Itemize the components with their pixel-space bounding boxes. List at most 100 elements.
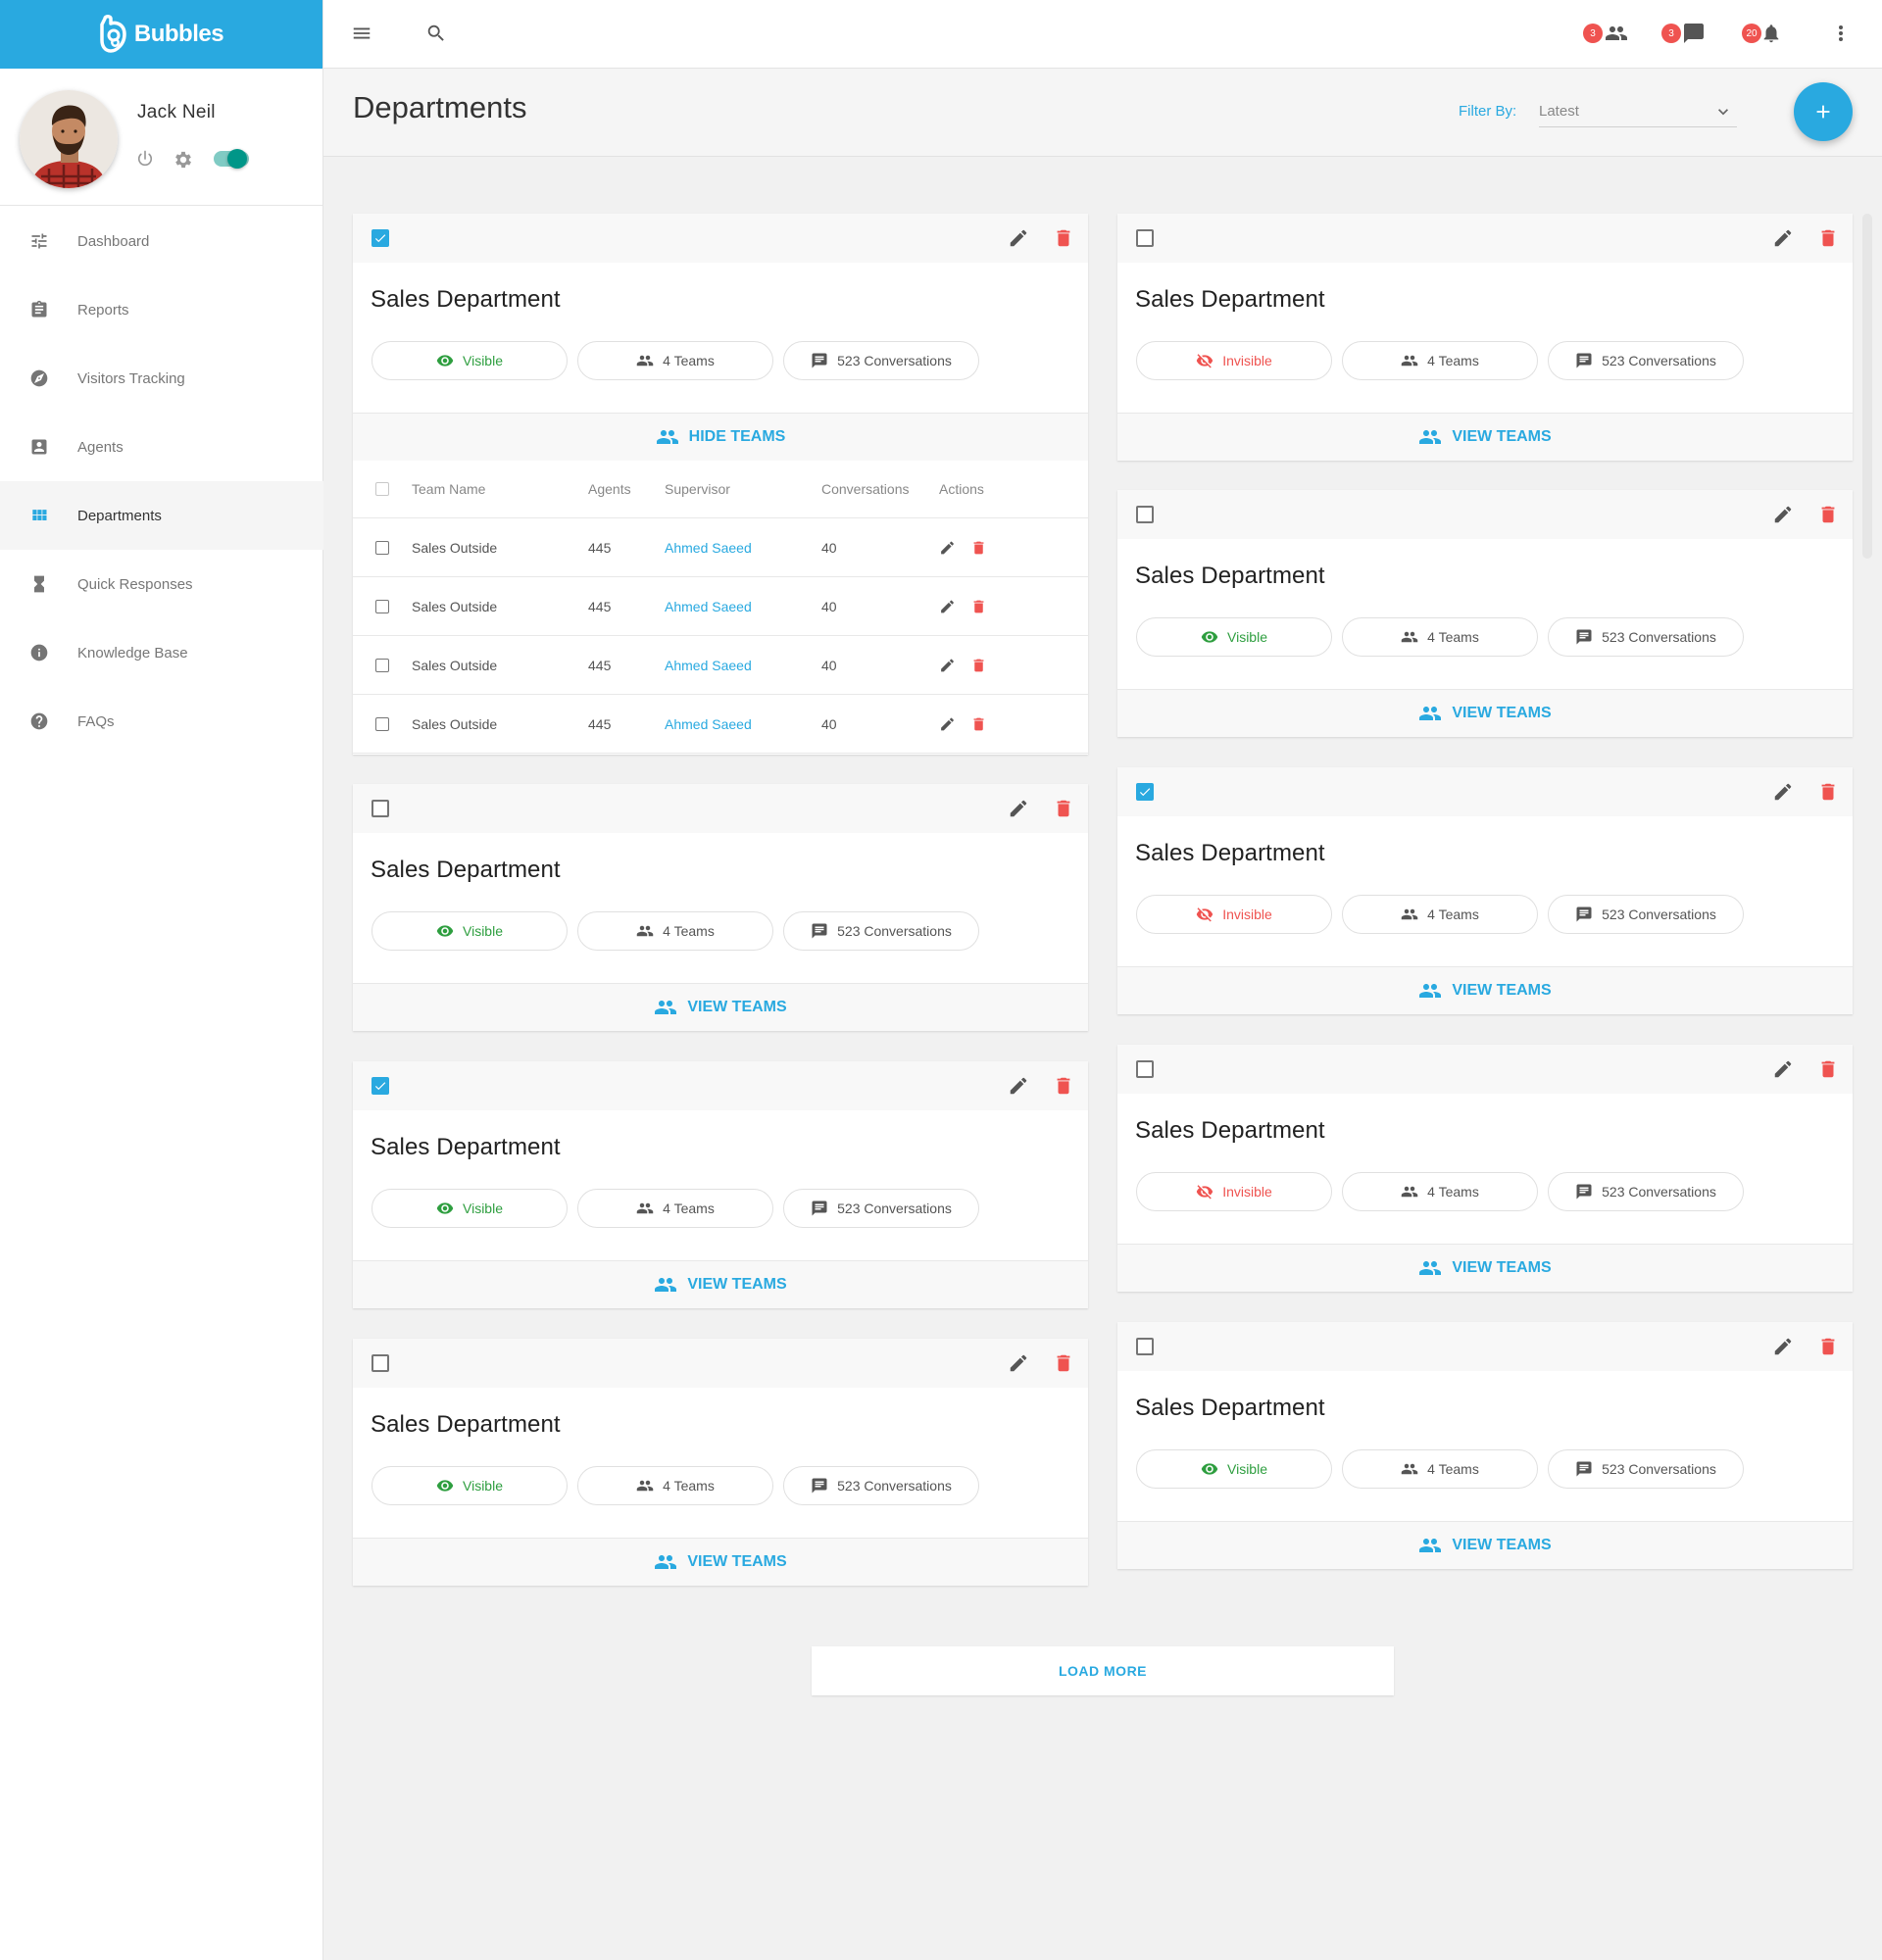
- more-vert-icon[interactable]: [1835, 22, 1847, 45]
- people-icon[interactable]: [1605, 22, 1628, 45]
- delete-icon[interactable]: [970, 657, 987, 673]
- status-toggle-knob[interactable]: [227, 149, 247, 169]
- table-header-cell[interactable]: Conversations: [821, 481, 910, 497]
- eye-icon: [436, 1200, 454, 1217]
- table-header-cell[interactable]: Actions: [939, 481, 984, 497]
- toggle-teams-button[interactable]: VIEW TEAMS: [353, 983, 1088, 1031]
- filter-select[interactable]: [1539, 96, 1737, 127]
- card-checkbox[interactable]: [371, 229, 389, 247]
- chevron-down-icon[interactable]: [1713, 102, 1733, 122]
- delete-icon[interactable]: [970, 539, 987, 556]
- visibility-chip[interactable]: Visible: [371, 341, 568, 380]
- conversations-label: 523 Conversations: [837, 1200, 952, 1216]
- power-icon[interactable]: [135, 149, 155, 169]
- card-checkbox[interactable]: [1136, 1338, 1154, 1355]
- delete-icon[interactable]: [1053, 1075, 1074, 1097]
- team-supervisor-link[interactable]: Ahmed Saeed: [665, 657, 752, 673]
- edit-icon[interactable]: [1772, 1336, 1794, 1357]
- teams-label: 4 Teams: [1427, 629, 1479, 645]
- team-supervisor-link[interactable]: Ahmed Saeed: [665, 598, 752, 614]
- card-stats: Visible 4 Teams 523 Conversations: [371, 1466, 979, 1505]
- scrollbar[interactable]: [1862, 214, 1872, 559]
- search-icon[interactable]: [425, 23, 447, 44]
- row-checkbox[interactable]: [375, 599, 389, 613]
- bell-icon[interactable]: [1760, 22, 1782, 45]
- delete-icon[interactable]: [970, 715, 987, 732]
- visibility-chip[interactable]: Visible: [1136, 1449, 1332, 1489]
- toggle-teams-button[interactable]: VIEW TEAMS: [1117, 689, 1853, 737]
- card-checkbox[interactable]: [371, 1077, 389, 1095]
- gear-icon[interactable]: [173, 149, 194, 171]
- add-department-button[interactable]: [1794, 82, 1853, 141]
- toggle-teams-button[interactable]: VIEW TEAMS: [353, 1260, 1088, 1308]
- menu-icon[interactable]: [351, 23, 372, 44]
- table-header-cell[interactable]: Agents: [588, 481, 631, 497]
- edit-icon[interactable]: [1008, 1075, 1029, 1097]
- conversations-chip: 523 Conversations: [783, 1189, 979, 1228]
- card-checkbox[interactable]: [1136, 1060, 1154, 1078]
- delete-icon[interactable]: [1817, 227, 1839, 249]
- delete-icon[interactable]: [1817, 1058, 1839, 1080]
- visibility-chip[interactable]: Invisible: [1136, 895, 1332, 934]
- row-checkbox[interactable]: [375, 716, 389, 731]
- visibility-chip[interactable]: Visible: [371, 911, 568, 951]
- edit-icon[interactable]: [939, 539, 956, 556]
- edit-icon[interactable]: [1008, 227, 1029, 249]
- row-checkbox[interactable]: [375, 658, 389, 672]
- visibility-chip[interactable]: Visible: [371, 1466, 568, 1505]
- delete-icon[interactable]: [1053, 227, 1074, 249]
- card-checkbox[interactable]: [1136, 506, 1154, 523]
- delete-icon[interactable]: [970, 598, 987, 614]
- edit-icon[interactable]: [1008, 1352, 1029, 1374]
- sidebar-item-departments[interactable]: Departments: [0, 481, 323, 550]
- toggle-teams-button[interactable]: VIEW TEAMS: [1117, 1521, 1853, 1569]
- edit-icon[interactable]: [1772, 781, 1794, 803]
- chat-icon[interactable]: [1682, 22, 1706, 45]
- card-checkbox[interactable]: [371, 1354, 389, 1372]
- teams-chip: 4 Teams: [1342, 1172, 1538, 1211]
- toggle-teams-button[interactable]: VIEW TEAMS: [1117, 1244, 1853, 1292]
- edit-icon[interactable]: [1772, 1058, 1794, 1080]
- sidebar-item-faqs[interactable]: FAQs: [0, 687, 323, 756]
- toggle-teams-button[interactable]: VIEW TEAMS: [1117, 413, 1853, 461]
- card-checkbox[interactable]: [371, 800, 389, 817]
- row-checkbox[interactable]: [375, 540, 389, 555]
- table-header-cell[interactable]: Team Name: [412, 481, 486, 497]
- card-checkbox[interactable]: [1136, 229, 1154, 247]
- team-supervisor-link[interactable]: Ahmed Saeed: [665, 539, 752, 556]
- sidebar-item-reports[interactable]: Reports: [0, 275, 323, 344]
- edit-icon[interactable]: [1772, 227, 1794, 249]
- edit-icon[interactable]: [939, 657, 956, 673]
- sidebar-item-knowledge-base[interactable]: Knowledge Base: [0, 618, 323, 687]
- edit-icon[interactable]: [1008, 798, 1029, 819]
- edit-icon[interactable]: [939, 598, 956, 614]
- select-all-checkbox[interactable]: [375, 482, 389, 496]
- brand-bar[interactable]: Bubbles: [0, 0, 322, 69]
- visibility-chip[interactable]: Invisible: [1136, 1172, 1332, 1211]
- delete-icon[interactable]: [1817, 504, 1839, 525]
- teams-label: 4 Teams: [1427, 353, 1479, 368]
- edit-icon[interactable]: [939, 715, 956, 732]
- delete-icon[interactable]: [1817, 781, 1839, 803]
- load-more-button[interactable]: LOAD MORE: [812, 1646, 1394, 1695]
- toggle-teams-button[interactable]: VIEW TEAMS: [353, 1538, 1088, 1586]
- delete-icon[interactable]: [1053, 1352, 1074, 1374]
- visibility-chip[interactable]: Visible: [371, 1189, 568, 1228]
- team-supervisor-link[interactable]: Ahmed Saeed: [665, 715, 752, 732]
- visibility-chip[interactable]: Invisible: [1136, 341, 1332, 380]
- delete-icon[interactable]: [1053, 798, 1074, 819]
- delete-icon[interactable]: [1817, 1336, 1839, 1357]
- card-checkbox[interactable]: [1136, 783, 1154, 801]
- visibility-chip[interactable]: Visible: [1136, 617, 1332, 657]
- avatar[interactable]: [20, 90, 118, 188]
- sidebar-item-quick-responses[interactable]: Quick Responses: [0, 550, 323, 618]
- toggle-teams-label: VIEW TEAMS: [687, 1553, 787, 1570]
- toggle-teams-button[interactable]: VIEW TEAMS: [1117, 966, 1853, 1014]
- people-icon: [1401, 628, 1418, 646]
- toggle-teams-button[interactable]: HIDE TEAMS: [353, 413, 1088, 461]
- sidebar-item-agents[interactable]: Agents: [0, 413, 323, 481]
- sidebar-item-dashboard[interactable]: Dashboard: [0, 207, 323, 275]
- table-header-cell[interactable]: Supervisor: [665, 481, 730, 497]
- edit-icon[interactable]: [1772, 504, 1794, 525]
- sidebar-item-visitors-tracking[interactable]: Visitors Tracking: [0, 344, 323, 413]
